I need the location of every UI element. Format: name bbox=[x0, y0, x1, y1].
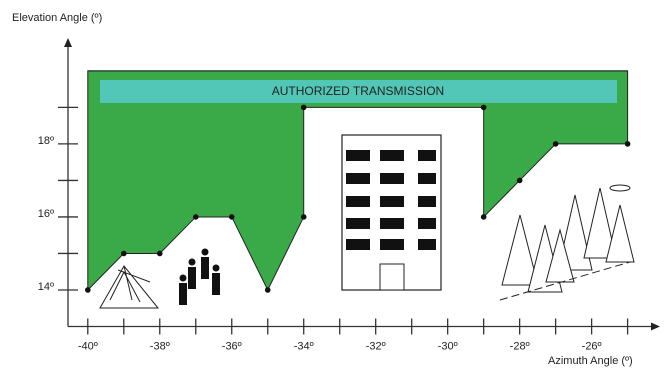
y-tick-label: 18º bbox=[38, 135, 54, 147]
x-tick-label: -32º bbox=[366, 340, 386, 352]
x-arrow bbox=[651, 322, 660, 331]
y-tick-label: 16º bbox=[38, 208, 54, 220]
point bbox=[192, 214, 199, 220]
x-tick-label: -40º bbox=[78, 340, 98, 352]
building-icon bbox=[341, 134, 442, 291]
x-tick-label: -30º bbox=[438, 340, 458, 352]
point bbox=[300, 104, 307, 111]
x-axis-label: Azimuth Angle (º) bbox=[548, 355, 633, 367]
trees-icon bbox=[499, 184, 635, 301]
tent-icon bbox=[99, 265, 160, 309]
band-label: AUTHORIZED TRANSMISSION bbox=[272, 84, 444, 98]
x-tick-label: -38º bbox=[150, 340, 170, 352]
x-tick-label: -28º bbox=[510, 340, 530, 352]
point bbox=[156, 250, 163, 257]
point bbox=[552, 141, 559, 147]
point bbox=[480, 214, 487, 220]
people-icon bbox=[179, 248, 220, 305]
band bbox=[100, 80, 617, 103]
x-tick-label: -34º bbox=[294, 340, 314, 352]
point bbox=[120, 250, 127, 257]
y-axis-label: Elevation Angle (º) bbox=[12, 12, 102, 24]
point bbox=[228, 214, 235, 220]
point bbox=[264, 287, 271, 293]
point bbox=[624, 141, 631, 147]
y-arrow bbox=[64, 38, 72, 47]
point bbox=[480, 104, 487, 111]
x-tick-label: -36º bbox=[222, 340, 242, 352]
point bbox=[516, 177, 523, 184]
x-tick-label: -26º bbox=[582, 340, 602, 352]
y-tick-label: 14º bbox=[38, 281, 54, 293]
point bbox=[84, 287, 91, 293]
point bbox=[300, 214, 307, 220]
area bbox=[87, 70, 629, 292]
